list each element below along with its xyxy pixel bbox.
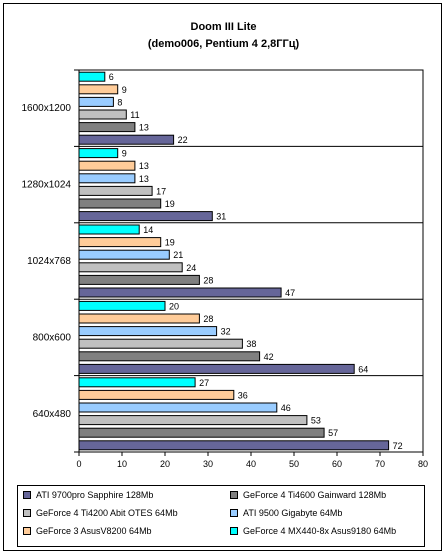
data-label: 8 — [117, 97, 122, 107]
bar — [78, 237, 162, 248]
legend-item: ATI 9700pro Sapphire 128Mb — [23, 490, 153, 500]
bar — [78, 338, 243, 349]
bar — [78, 389, 235, 400]
bar — [78, 71, 106, 82]
data-label: 19 — [165, 199, 175, 209]
legend-swatch — [230, 491, 238, 499]
data-label: 38 — [246, 339, 256, 349]
x-tick-label: 20 — [160, 459, 170, 469]
legend-label: ATI 9500 Gigabyte 64Mb — [243, 508, 343, 518]
data-label: 6 — [109, 72, 114, 82]
data-label: 32 — [221, 327, 231, 337]
x-tick-label: 60 — [332, 459, 342, 469]
legend-swatch — [230, 527, 238, 535]
bar — [78, 122, 136, 133]
bar — [78, 84, 119, 95]
bar — [78, 134, 175, 145]
bar — [78, 185, 153, 196]
chart-title: Doom III Lite — [190, 21, 257, 33]
legend-label: ATI 9700pro Sapphire 128Mb — [36, 490, 154, 500]
legend-swatch — [230, 509, 238, 517]
bar — [78, 249, 170, 260]
x-tick-label: 10 — [117, 459, 127, 469]
x-tick-label: 0 — [76, 459, 81, 469]
legend-item: GeForce 4 Ti4600 Gainward 128Mb — [230, 490, 386, 500]
data-label: 21 — [173, 250, 183, 260]
category-label: 1600x1200 — [22, 103, 72, 114]
legend-label: GeForce 4 MX440-8x Asus9180 64Mb — [243, 526, 397, 536]
data-label: 22 — [178, 135, 188, 145]
bar — [78, 211, 213, 222]
data-label: 57 — [328, 428, 338, 438]
legend-item: ATI 9500 Gigabyte 64Mb — [230, 508, 342, 518]
legend-label: GeForce 4 Ti4200 Abit OTES 64Mb — [36, 508, 178, 518]
data-label: 11 — [130, 110, 139, 120]
data-label: 72 — [393, 441, 403, 451]
category-label: 1024x768 — [27, 256, 71, 267]
legend-item: GeForce 4 Ti4200 Abit OTES 64Mb — [23, 508, 178, 518]
bar — [78, 160, 136, 171]
data-label: 36 — [238, 390, 248, 400]
legend-label: GeForce 3 AsusV8200 64Mb — [36, 526, 152, 536]
legend-swatch — [23, 491, 31, 499]
data-label: 53 — [311, 416, 321, 426]
data-label: 47 — [285, 288, 295, 298]
x-tick-label: 70 — [375, 459, 385, 469]
legend-item: GeForce 3 AsusV8200 64Mb — [23, 526, 152, 536]
bar — [78, 440, 390, 451]
bar — [78, 415, 308, 426]
bar — [78, 262, 183, 273]
data-label: 9 — [122, 85, 127, 95]
x-tick-label: 40 — [246, 459, 256, 469]
data-label: 19 — [165, 238, 175, 248]
bar — [78, 300, 166, 311]
data-label: 42 — [264, 352, 274, 362]
data-label: 20 — [169, 301, 179, 311]
bar — [78, 287, 282, 298]
data-label: 14 — [143, 225, 153, 235]
x-tick-label: 30 — [203, 459, 213, 469]
data-label: 13 — [139, 174, 149, 184]
bar — [78, 274, 200, 285]
data-label: 31 — [216, 212, 226, 222]
category-label: 800x600 — [33, 332, 72, 343]
bar — [78, 363, 355, 374]
data-label: 13 — [139, 161, 149, 171]
bar — [78, 148, 119, 159]
chart-legend: ATI 9700pro Sapphire 128Mb GeForce 4 Ti46… — [17, 485, 425, 547]
data-label: 28 — [203, 275, 213, 285]
x-tick-label: 50 — [289, 459, 299, 469]
bar — [78, 96, 114, 107]
data-label: 24 — [186, 263, 196, 273]
bar — [78, 402, 278, 413]
bar — [78, 173, 136, 184]
bar — [78, 224, 140, 235]
bar — [78, 377, 196, 388]
data-label: 27 — [199, 378, 209, 388]
chart-subtitle: (demo006, Pentium 4 2,8ГГц) — [147, 38, 300, 50]
data-label: 28 — [203, 314, 213, 324]
category-label: 640x480 — [33, 409, 72, 420]
plot-area — [78, 69, 424, 453]
legend-swatch — [23, 509, 31, 517]
legend-item: GeForce 4 MX440-8x Asus9180 64Mb — [230, 526, 396, 536]
bar — [78, 326, 218, 337]
data-label: 46 — [281, 403, 291, 413]
x-tick-label: 80 — [418, 459, 428, 469]
legend-label: GeForce 4 Ti4600 Gainward 128Mb — [243, 490, 387, 500]
data-label: 9 — [122, 149, 127, 159]
data-label: 17 — [156, 186, 166, 196]
category-label: 1280x1024 — [22, 180, 72, 191]
bar — [78, 351, 261, 362]
bar — [78, 198, 162, 209]
legend-swatch — [23, 527, 31, 535]
bar — [78, 109, 127, 120]
data-label: 64 — [358, 364, 368, 374]
data-label: 13 — [139, 123, 149, 133]
bar — [78, 313, 200, 324]
bar — [78, 427, 325, 438]
